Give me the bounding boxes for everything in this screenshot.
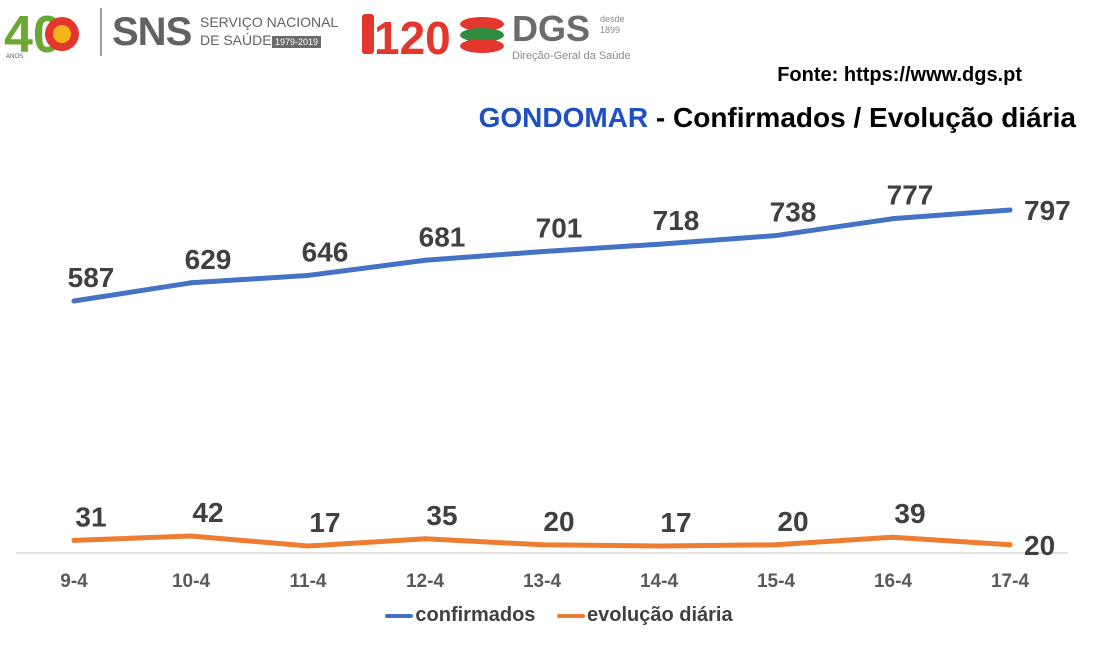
- chart-title: GONDOMAR - Confirmados / Evolução diária: [479, 102, 1076, 134]
- data-point: [539, 249, 545, 255]
- data-label: 39: [894, 498, 925, 529]
- data-label: 17: [660, 507, 691, 538]
- sns-line1: SERVIÇO NACIONAL: [200, 14, 339, 30]
- x-tick-label: 16-4: [874, 571, 912, 592]
- x-tick-label: 15-4: [757, 571, 795, 592]
- chart-title-place: GONDOMAR: [478, 102, 649, 133]
- data-label: 31: [75, 501, 106, 532]
- data-point: [188, 533, 194, 539]
- legend-swatch-evolucao: [556, 613, 585, 618]
- data-label: 35: [426, 500, 457, 531]
- data-point: [305, 543, 311, 549]
- data-label: 701: [536, 213, 583, 244]
- logo-divider: [100, 8, 102, 56]
- x-tick-label: 12-4: [406, 571, 444, 592]
- svg-text:120: 120: [374, 12, 451, 60]
- dgs-abbr: DGS: [512, 8, 591, 49]
- data-label: 629: [185, 244, 232, 275]
- data-label: 797: [1024, 195, 1071, 226]
- data-label: 20: [543, 506, 574, 537]
- legend-swatch-confirmados: [385, 613, 414, 618]
- dgs-full-name: Direção-Geral da Saúde: [512, 50, 631, 62]
- data-point: [773, 233, 779, 239]
- svg-text:ANOS: ANOS: [6, 54, 23, 60]
- sns-line2: DE SAÚDE: [200, 32, 272, 48]
- legend-label-evolucao: evolução diária: [586, 604, 733, 626]
- data-point: [890, 216, 896, 222]
- dgs-since-year: 1899: [600, 25, 621, 35]
- dgs-since-label: desde: [600, 14, 625, 24]
- data-point: [773, 542, 779, 548]
- x-tick-label: 10-4: [172, 571, 210, 592]
- data-label: 42: [192, 497, 223, 528]
- sns-40-years-logo: 40 ANOS: [4, 6, 79, 60]
- sns-abbr: SNS: [112, 10, 192, 54]
- dgs-since: desde 1899: [600, 14, 625, 36]
- header-logos: 40 ANOS SNS SERVIÇO NACIONAL DE SAÚDE 19…: [0, 0, 660, 66]
- data-point: [890, 534, 896, 540]
- data-label: 20: [777, 506, 808, 537]
- legend-item-confirmados: confirmados: [385, 604, 535, 627]
- legend-item-evolucao: evolução diária: [556, 604, 733, 627]
- data-point: [1007, 207, 1013, 213]
- data-point: [539, 542, 545, 548]
- x-tick-label: 17-4: [991, 571, 1029, 592]
- chart-legend: confirmados evolução diária: [0, 604, 1118, 627]
- dgs-120-years-logo: anos 120: [362, 12, 504, 60]
- x-tick-label: 13-4: [523, 571, 561, 592]
- data-point: [188, 280, 194, 286]
- data-point: [1007, 542, 1013, 548]
- data-label: 681: [419, 221, 466, 252]
- data-point: [656, 241, 662, 247]
- data-point: [422, 257, 428, 263]
- x-tick-label: 9-4: [60, 571, 88, 592]
- data-point: [71, 537, 77, 543]
- chart-title-rest: - Confirmados / Evolução diária: [648, 102, 1076, 133]
- data-label: 17: [309, 507, 340, 538]
- data-label: 777: [887, 180, 934, 211]
- data-point: [656, 543, 662, 549]
- data-point: [305, 272, 311, 278]
- data-point: [71, 298, 77, 304]
- data-label: 20: [1024, 530, 1055, 561]
- data-point: [422, 536, 428, 542]
- data-label: 718: [653, 205, 700, 236]
- data-label: 646: [302, 236, 349, 267]
- legend-label-confirmados: confirmados: [415, 604, 536, 626]
- x-tick-label: 11-4: [290, 571, 327, 592]
- sns-years: 1979-2019: [272, 36, 322, 48]
- x-tick-label: 14-4: [640, 571, 678, 592]
- source-note: Fonte: https://www.dgs.pt: [777, 64, 1022, 86]
- data-label: 738: [770, 197, 817, 228]
- svg-text:anos: anos: [375, 21, 384, 38]
- data-label: 587: [68, 262, 115, 293]
